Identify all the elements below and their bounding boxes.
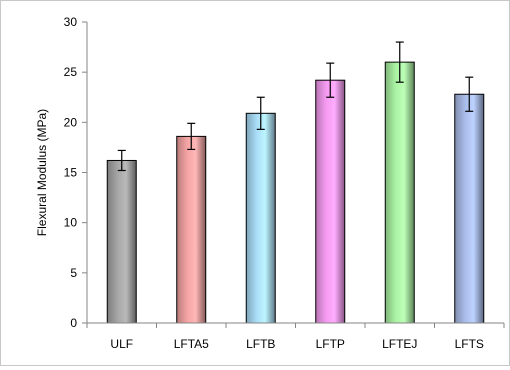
error-bar [117,149,126,172]
y-tick-label: 15 [64,166,78,180]
y-axis-label: Flexural Modulus (MPa) [35,109,49,236]
error-bar [326,62,335,98]
y-tick-label: 20 [64,115,78,129]
x-tick-label: LFTA5 [174,337,209,351]
x-tick-label: LFTEJ [382,337,417,351]
x-tick-label: LFTP [316,337,345,351]
error-bars-group [117,41,474,172]
bars-group [106,61,485,324]
y-tick-label: 5 [70,266,77,280]
error-bar [256,96,265,130]
y-tick-label: 0 [70,316,77,330]
error-bar [395,41,404,83]
bar-chart: 0 5 10 15 20 25 30 ULF LFTA5 LFTB LFTP LFTEJ LFTS F… [35,15,505,351]
error-bar [465,76,474,112]
x-tick-label: LFTS [455,337,484,351]
bar-lftp [315,79,346,324]
y-tick-label: 30 [64,15,78,29]
x-axis-ticks: ULF LFTA5 LFTB LFTP LFTEJ LFTS [86,323,505,351]
bar-lftej [384,61,415,324]
error-bar [187,122,196,151]
bar-lfts [454,93,485,324]
y-tick-label: 10 [64,216,78,230]
bar-lftb [245,112,276,324]
bar-ulf [106,159,137,324]
y-tick-label: 25 [64,65,78,79]
y-axis-ticks: 0 5 10 15 20 25 30 [64,15,87,330]
x-tick-label: LFTB [246,337,275,351]
bar-lfta5 [176,135,207,324]
x-tick-label: ULF [110,337,133,351]
